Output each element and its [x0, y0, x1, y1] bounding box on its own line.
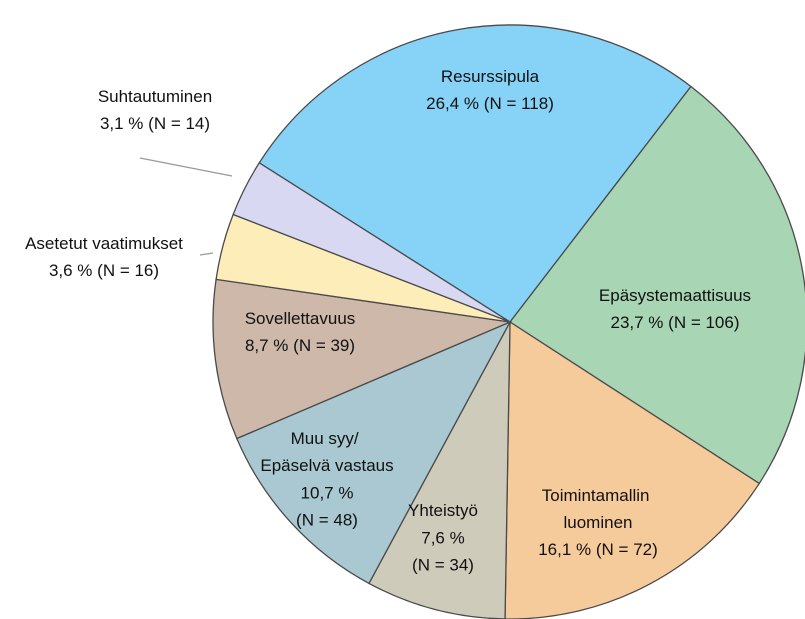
- percent-label: 16,1 %: [538, 540, 591, 559]
- slice-label: Epäsystemaattisuus: [599, 286, 751, 305]
- pie-slice: [258, 24, 692, 323]
- percent-label: 26,4 %: [426, 94, 479, 113]
- percent-label: 3,6 %: [49, 261, 92, 280]
- count-label: (N = 34): [412, 555, 474, 574]
- percent-label: 10,7 %: [301, 483, 354, 502]
- pie-slice: [504, 320, 761, 619]
- pie-slice: [235, 320, 512, 585]
- value-label: 8,7 % (N = 39): [245, 336, 355, 355]
- percent-label: 7,6 %: [421, 528, 464, 547]
- percent-label: 3,1 %: [100, 114, 143, 133]
- value-label: 3,6 % (N = 16): [49, 261, 159, 280]
- count-label: (N = 72): [596, 540, 658, 559]
- slice-label: Yhteistyö: [408, 501, 478, 520]
- count-label: (N = 14): [148, 114, 210, 133]
- value-label: 16,1 % (N = 72): [538, 540, 658, 559]
- value-label: 23,7 % (N = 106): [610, 313, 739, 332]
- pie-slice: [212, 278, 513, 440]
- pie-slice: [232, 161, 511, 323]
- slice-label: Muu syy/ Epäselvä vastaus: [260, 429, 393, 475]
- slice-label: Toimintamallin luominen: [542, 486, 654, 532]
- slice-label: Asetetut vaatimukset: [25, 234, 183, 253]
- slice-label: Resurssipula: [441, 67, 540, 86]
- count-label: (N = 48): [296, 510, 358, 529]
- pie-slice: [509, 85, 805, 485]
- value-label: 26,4 % (N = 118): [426, 94, 554, 113]
- percent-label: 23,7 %: [610, 313, 663, 332]
- slice-label: Suhtautuminen: [98, 87, 212, 106]
- count-label: (N = 16): [97, 261, 159, 280]
- count-label: (N = 106): [668, 313, 739, 332]
- leader-line: [199, 252, 214, 256]
- percent-label: 8,7 %: [245, 336, 288, 355]
- value-label: 3,1 % (N = 14): [100, 114, 210, 133]
- leader-line: [139, 157, 233, 177]
- slice-label: Sovellettavuus: [245, 309, 356, 328]
- count-label: (N = 118): [484, 94, 554, 113]
- count-label: (N = 39): [293, 336, 355, 355]
